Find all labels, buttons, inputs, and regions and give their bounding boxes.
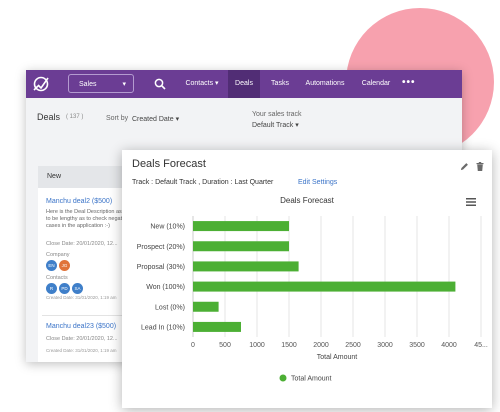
bar-0[interactable] (193, 221, 289, 232)
nav-calendar[interactable]: Calendar (356, 70, 396, 98)
trash-icon[interactable] (476, 162, 484, 171)
hamburger-menu-icon[interactable] (466, 198, 476, 206)
search-icon[interactable] (154, 78, 166, 90)
company-label: Company (46, 252, 70, 258)
x-tick-label: 2500 (345, 342, 361, 349)
app-logo-icon[interactable] (32, 75, 50, 93)
x-tick-label: 0 (191, 342, 195, 349)
avatar[interactable]: PD (59, 283, 70, 294)
sales-track-dropdown[interactable]: Default Track ▾ (252, 121, 299, 129)
nav-tasks[interactable]: Tasks (264, 70, 296, 98)
avatar[interactable]: SA (72, 283, 83, 294)
deal-description: Here is the Deal Description as it has t… (46, 209, 140, 229)
y-category-label: Proposal (30%) (137, 264, 185, 271)
sort-by-value: Created Date (132, 116, 174, 123)
avatar[interactable]: JG (59, 260, 70, 271)
nav-automations-label: Automations (305, 80, 345, 87)
forecast-bar-chart: 0 500 1000 1500 2000 2500 3000 3500 4000 45... New… (137, 216, 488, 383)
column-header: New (38, 166, 148, 188)
deal-created-date: Created Date: 31/01/2020, 1:19 am (46, 295, 117, 300)
deal-close-date: Close Date: 20/01/2020, 12... (46, 241, 118, 247)
deal-title-link[interactable]: Manchu deal23 ($500) (46, 323, 117, 330)
bar-3[interactable] (193, 281, 456, 292)
avatar[interactable]: EN (46, 260, 57, 271)
edit-settings-link[interactable]: Edit Settings (298, 179, 338, 186)
y-category-label: Prospect (20%) (137, 244, 185, 251)
y-category-label: New (10%) (150, 224, 185, 231)
sort-by-label: Sort by (106, 115, 129, 122)
x-tick-label: 45... (474, 342, 488, 349)
chevron-down-icon: ▾ (215, 80, 219, 87)
bar-5[interactable] (193, 321, 241, 332)
x-axis-title: Total Amount (317, 354, 358, 361)
chevron-down-icon: ▾ (175, 116, 180, 123)
bar-2[interactable] (193, 261, 299, 272)
nav-deals[interactable]: Deals (228, 70, 260, 98)
sales-select-value: Sales (79, 81, 97, 88)
nav-tasks-label: Tasks (271, 80, 289, 87)
bar-1[interactable] (193, 241, 289, 252)
x-tick-label: 1000 (249, 342, 265, 349)
nav-contacts[interactable]: Contacts ▾ (176, 70, 228, 98)
nav-calendar-label: Calendar (361, 80, 391, 87)
y-category-label: Lead In (10%) (141, 324, 185, 331)
avatar[interactable]: R (46, 283, 57, 294)
x-tick-label: 2000 (313, 342, 329, 349)
x-tick-label: 3000 (377, 342, 393, 349)
chart-title: Deals Forecast (280, 196, 334, 205)
nav-automations[interactable]: Automations (300, 70, 350, 98)
legend-label[interactable]: Total Amount (291, 376, 332, 383)
sort-by-dropdown[interactable]: Created Date ▾ (132, 115, 179, 123)
forecast-title: Deals Forecast (132, 158, 206, 170)
x-tick-label: 3500 (409, 342, 425, 349)
y-category-label: Won (100%) (146, 284, 185, 291)
sales-track-label: Your sales track (252, 111, 302, 118)
deals-count: ( 137 ) (66, 114, 84, 120)
more-menu-icon[interactable]: ••• (402, 77, 416, 88)
pencil-icon[interactable] (460, 162, 469, 171)
sales-track-value: Default Track (252, 122, 294, 129)
x-tick-label: 1500 (281, 342, 297, 349)
sales-select[interactable]: Sales ▾ (68, 74, 134, 93)
nav-contacts-label: Contacts (185, 80, 214, 87)
deal-close-date: Close Date: 20/01/2020, 12... (46, 336, 118, 342)
page-title: Deals (37, 112, 61, 122)
chevron-down-icon: ▾ (295, 122, 299, 129)
x-tick-label: 4000 (441, 342, 457, 349)
nav-deals-label: Deals (235, 80, 253, 87)
deals-forecast-panel: Deals Forecast Track : Default Track , D… (122, 150, 492, 408)
x-tick-label: 500 (219, 342, 231, 349)
y-category-label: Lost (0%) (155, 304, 185, 311)
legend-marker[interactable] (279, 374, 287, 382)
deal-created-date: Created Date: 31/01/2020, 1:19 am (46, 348, 117, 353)
top-navigation-bar: Sales ▾ Contacts ▾ Deals Tasks Automatio… (26, 70, 462, 98)
deal-title-link[interactable]: Manchu deal2 ($500) (46, 198, 113, 205)
forecast-settings-summary: Track : Default Track , Duration : Last … (132, 179, 274, 186)
bar-4[interactable] (193, 301, 219, 312)
chevron-down-icon: ▾ (122, 81, 126, 88)
contacts-label: Contacts (46, 275, 68, 281)
